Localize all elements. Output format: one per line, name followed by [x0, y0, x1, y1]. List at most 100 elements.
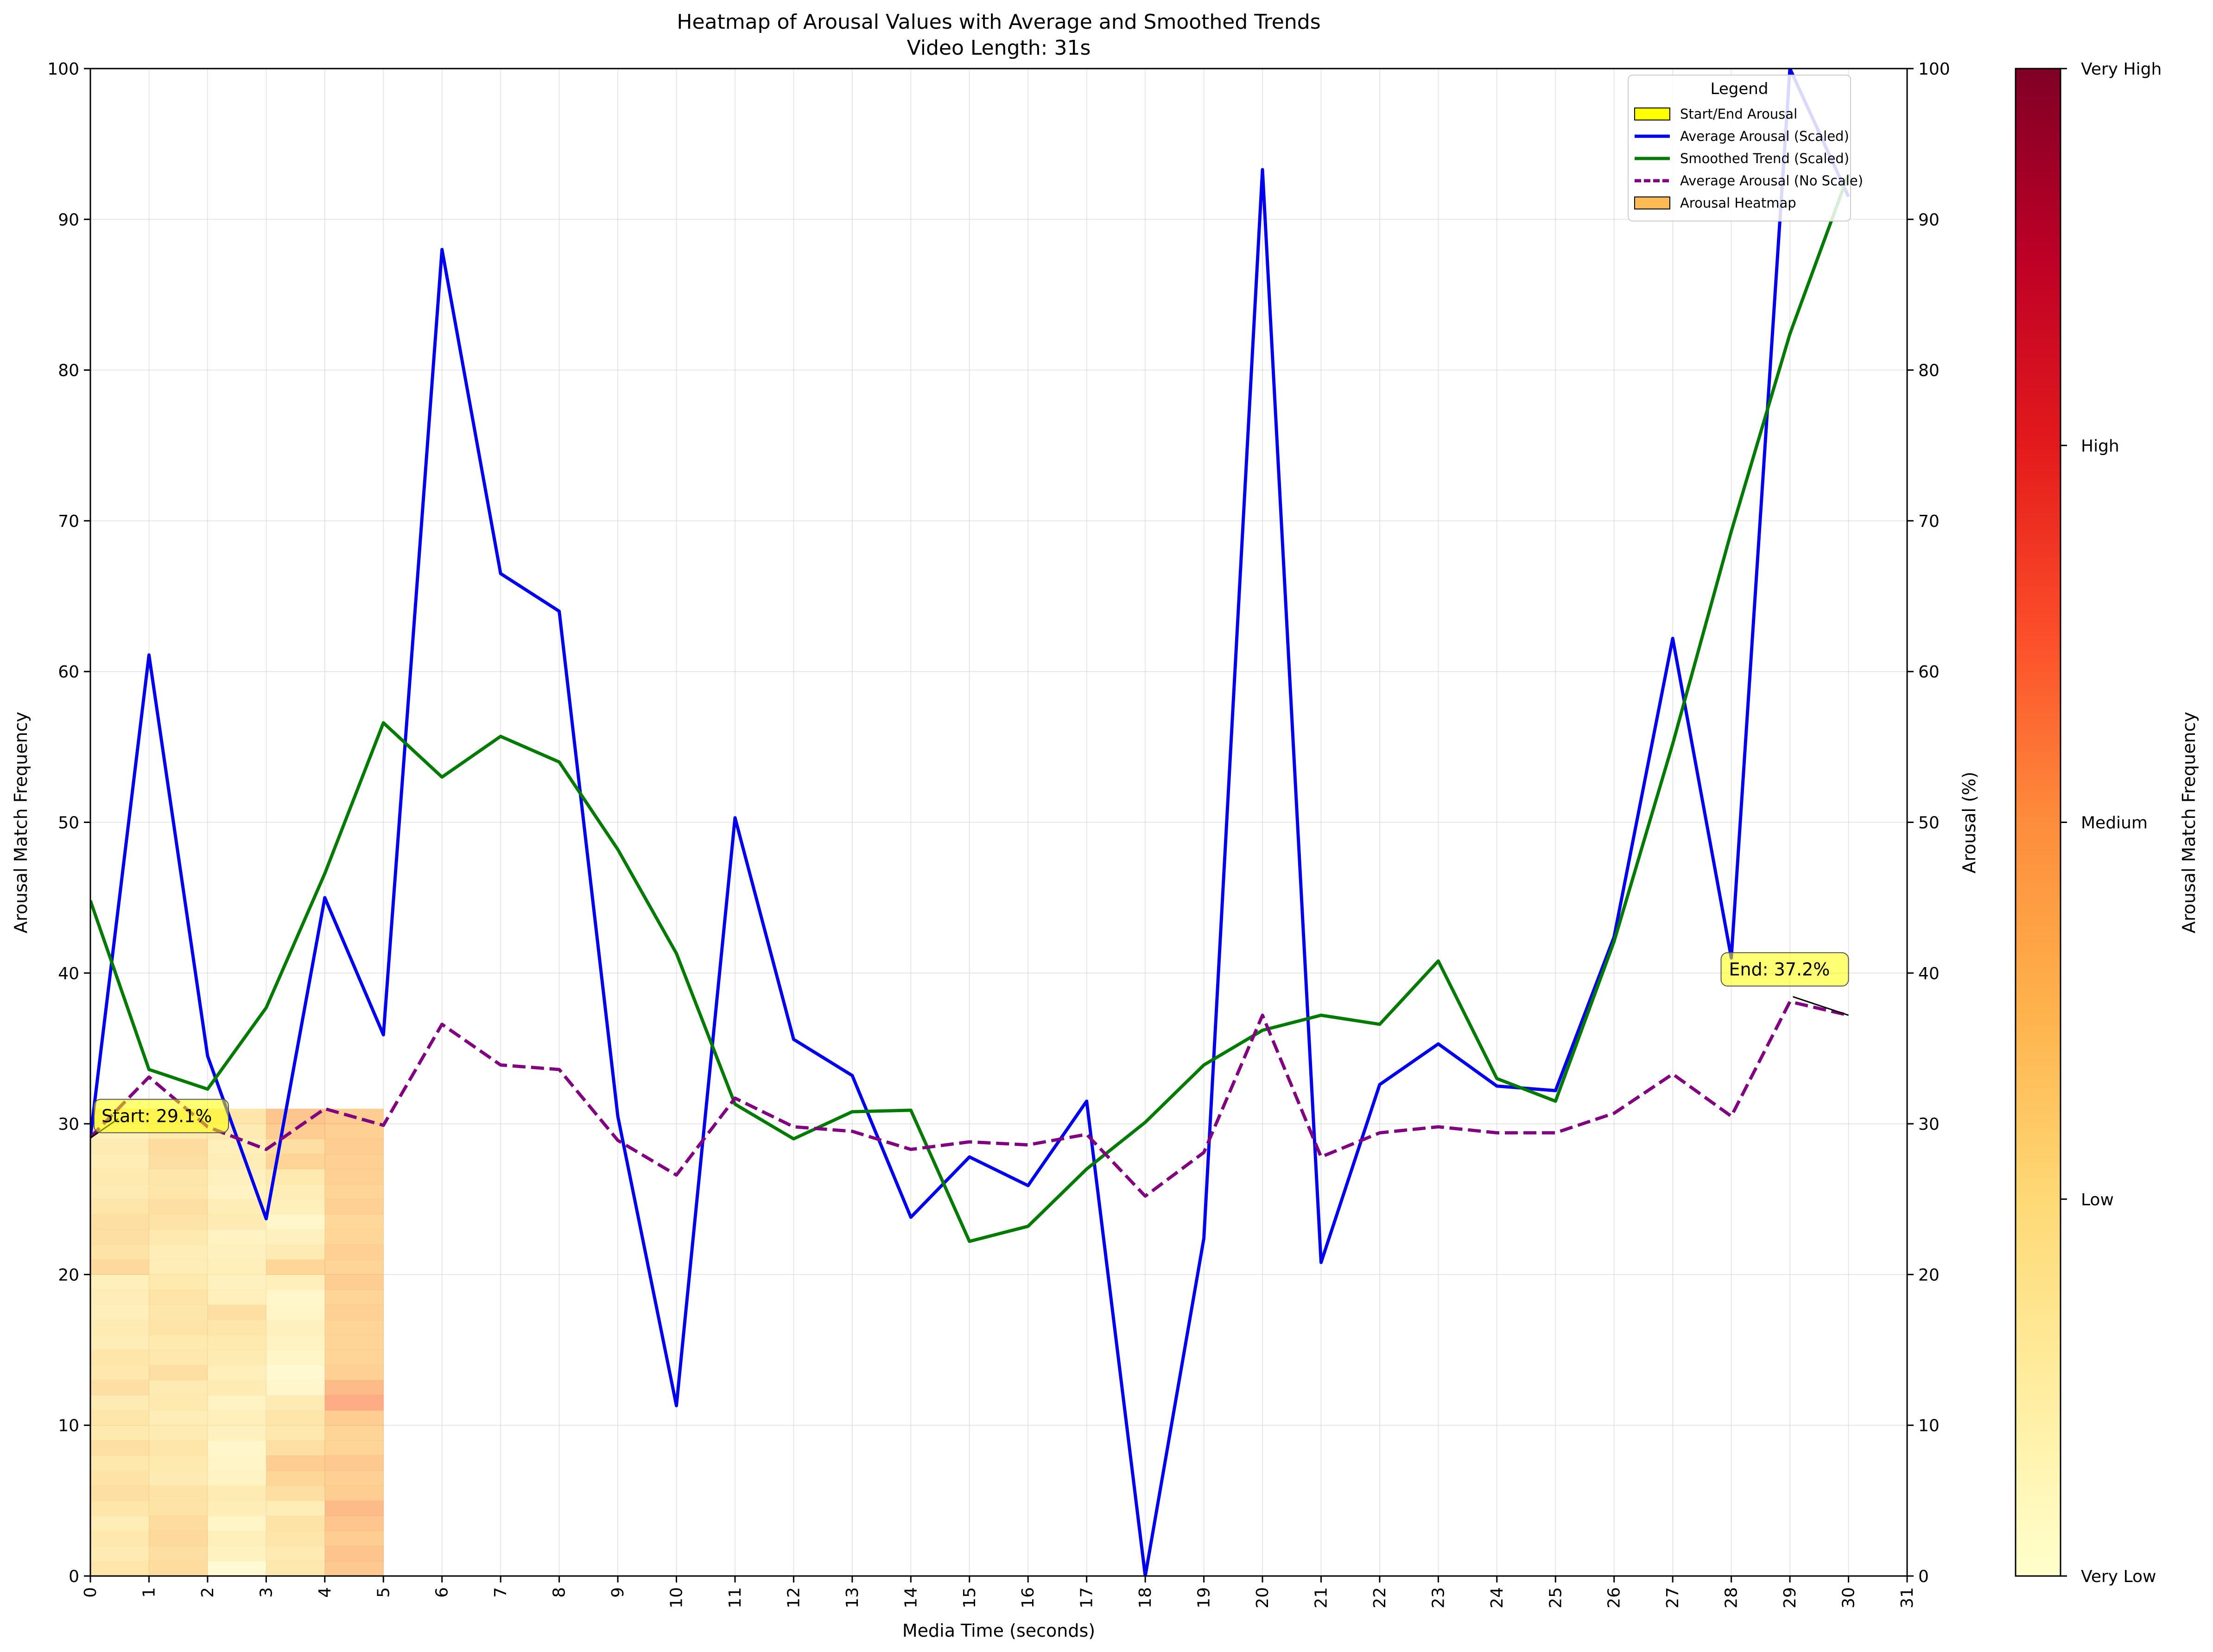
y-tick-label-right: 40	[1918, 964, 1940, 983]
heatmap-cell	[324, 1184, 384, 1200]
heatmap-cell	[324, 1304, 384, 1320]
x-tick-label: 28	[1722, 1587, 1741, 1608]
heatmap-cell	[149, 1259, 208, 1275]
x-tick-label: 19	[1195, 1587, 1214, 1608]
x-tick-label: 4	[316, 1587, 335, 1598]
heatmap-cell	[324, 1545, 384, 1561]
y-tick-label-left: 10	[58, 1417, 79, 1436]
y-tick-label-right: 20	[1918, 1266, 1940, 1285]
heatmap-cell	[149, 1274, 208, 1290]
x-tick-label: 26	[1605, 1587, 1624, 1608]
heatmap-cell	[90, 1350, 149, 1366]
heatmap-cell	[149, 1169, 208, 1184]
heatmap-cell	[90, 1365, 149, 1380]
heatmap-cell	[149, 1500, 208, 1516]
heatmap-cell	[266, 1425, 325, 1441]
heatmap-cell	[90, 1410, 149, 1426]
heatmap-cell	[266, 1470, 325, 1486]
heatmap-cell	[90, 1395, 149, 1411]
y-tick-label-right: 10	[1918, 1417, 1940, 1436]
heatmap-cell	[207, 1380, 266, 1396]
heatmap-cell	[324, 1365, 384, 1380]
heatmap-cell	[266, 1515, 325, 1531]
legend-title: Legend	[1711, 80, 1769, 98]
chart-title: Heatmap of Arousal Values with Average a…	[677, 10, 1320, 34]
heatmap-cell	[207, 1561, 266, 1576]
y-tick-label-right: 30	[1918, 1115, 1940, 1134]
heatmap-cell	[266, 1214, 325, 1230]
heatmap-cell	[207, 1425, 266, 1441]
heatmap-cell	[324, 1531, 384, 1546]
heatmap-cell	[90, 1289, 149, 1305]
y-axis-right-ticks: 0 10 20 30 40 50 60 70 80 90 100	[1907, 60, 1950, 1586]
heatmap-cell	[90, 1199, 149, 1215]
y-tick-label-right: 0	[1918, 1567, 1929, 1586]
heatmap-cell	[90, 1380, 149, 1396]
annotations: Start: 29.1% End: 37.2%	[91, 952, 1849, 1138]
y-tick-label-left: 100	[47, 60, 79, 79]
colorbar-gradient	[2015, 68, 2061, 1577]
heatmap-cell	[207, 1485, 266, 1501]
heatmap-cell	[149, 1184, 208, 1200]
heatmap-cell	[90, 1139, 149, 1154]
heatmap-cell	[207, 1319, 266, 1336]
y-tick-label-right: 60	[1918, 663, 1940, 682]
y-tick-label-left: 90	[58, 210, 79, 229]
x-tick-label: 8	[550, 1587, 569, 1598]
heatmap-cell	[324, 1259, 384, 1275]
end-annotation-arrow	[1793, 996, 1849, 1016]
heatmap-cell	[266, 1365, 325, 1380]
x-tick-label: 27	[1663, 1587, 1682, 1608]
x-tick-label: 23	[1429, 1587, 1448, 1608]
heatmap-cell	[90, 1545, 149, 1561]
heatmap-cell	[149, 1380, 208, 1396]
heatmap-cell	[207, 1410, 266, 1426]
heatmap-cell	[90, 1425, 149, 1441]
y-tick-label-left: 50	[58, 814, 79, 833]
y-tick-label-right: 100	[1918, 60, 1950, 79]
heatmap-cell	[266, 1380, 325, 1396]
heatmap-cell	[324, 1395, 384, 1411]
heatmap-cell	[90, 1500, 149, 1516]
heatmap-cell	[207, 1199, 266, 1215]
heatmap-cell	[324, 1199, 384, 1215]
heatmap-cell	[149, 1455, 208, 1471]
heatmap-cell	[149, 1244, 208, 1260]
x-tick-label: 21	[1312, 1587, 1331, 1608]
y-tick-label-left: 20	[58, 1266, 79, 1285]
colorbar-tick-label: Very High	[2081, 60, 2162, 79]
heatmap-cell	[324, 1380, 384, 1396]
heatmap-cell	[266, 1440, 325, 1456]
heatmap-cell	[90, 1244, 149, 1260]
heatmap-cell	[266, 1244, 325, 1260]
x-tick-label: 17	[1078, 1587, 1097, 1608]
heatmap-cell	[90, 1304, 149, 1320]
x-tick-label: 12	[784, 1587, 803, 1608]
heatmap-cell	[207, 1244, 266, 1260]
colorbar-tick-label: Very Low	[2081, 1567, 2156, 1586]
x-tick-label: 24	[1488, 1587, 1507, 1608]
heatmap-cell	[266, 1455, 325, 1471]
heatmap-cell	[207, 1500, 266, 1516]
heatmap-cell	[324, 1154, 384, 1170]
heatmap-cell	[149, 1304, 208, 1320]
y-tick-label-right: 70	[1918, 512, 1940, 531]
heatmap-cell	[207, 1365, 266, 1380]
heatmap-cell	[324, 1244, 384, 1260]
legend-entry-label: Average Arousal (No Scale)	[1680, 173, 1863, 189]
colorbar-tick-label: High	[2081, 437, 2119, 456]
heatmap-cell	[90, 1169, 149, 1184]
end-annotation-label: End: 37.2%	[1729, 959, 1830, 980]
heatmap-cell	[207, 1395, 266, 1411]
heatmap-cell	[149, 1470, 208, 1486]
colorbar: Very Low Low Medium High Very High Arousal M…	[2015, 60, 2199, 1586]
heatmap-cell	[149, 1515, 208, 1531]
heatmap-cell	[207, 1515, 266, 1531]
heatmap-cell	[90, 1470, 149, 1486]
heatmap-cell	[324, 1169, 384, 1184]
heatmap-cell	[149, 1154, 208, 1170]
heatmap-cell	[207, 1455, 266, 1471]
heatmap-cell	[90, 1561, 149, 1576]
heatmap-cell	[207, 1470, 266, 1486]
